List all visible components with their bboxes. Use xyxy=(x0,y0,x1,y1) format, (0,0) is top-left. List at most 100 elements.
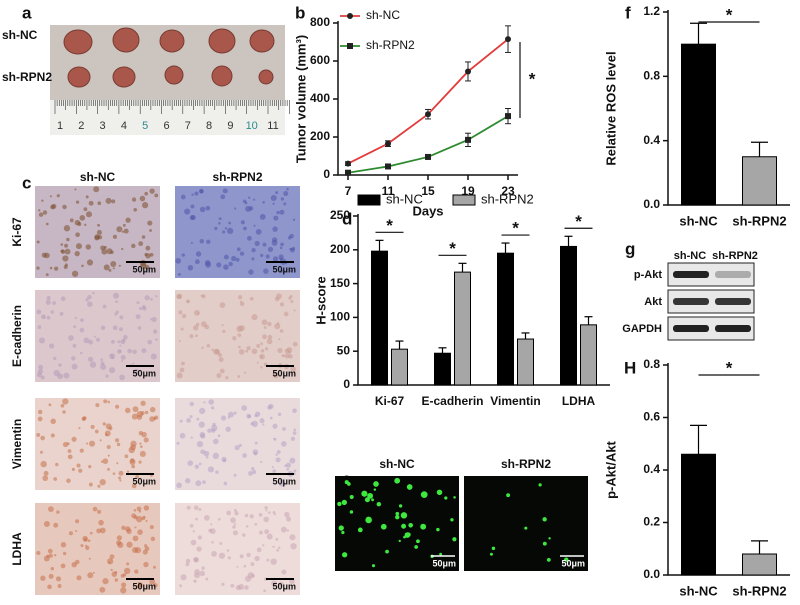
texture xyxy=(134,526,137,529)
tumor xyxy=(63,29,93,55)
texture xyxy=(278,338,281,341)
texture xyxy=(244,513,249,518)
texture xyxy=(280,526,287,533)
texture xyxy=(200,321,207,328)
texture xyxy=(282,427,286,431)
texture xyxy=(53,477,58,481)
texture xyxy=(236,565,239,568)
texture xyxy=(82,416,87,420)
texture xyxy=(262,544,265,547)
texture xyxy=(135,314,141,320)
texture xyxy=(267,511,271,514)
texture xyxy=(248,206,254,211)
texture xyxy=(184,208,191,215)
texture xyxy=(136,515,143,523)
texture xyxy=(199,206,206,213)
texture xyxy=(121,525,126,530)
texture xyxy=(36,550,41,556)
texture xyxy=(96,528,102,534)
texture xyxy=(292,218,296,221)
texture xyxy=(228,261,233,267)
texture xyxy=(265,509,268,512)
texture xyxy=(211,348,214,352)
texture xyxy=(115,300,119,304)
fluorescent-spot xyxy=(408,522,413,528)
tumor xyxy=(112,27,140,53)
texture xyxy=(215,470,219,474)
texture xyxy=(46,554,50,558)
texture xyxy=(60,542,67,548)
texture xyxy=(293,309,296,312)
y-tick-label: 200 xyxy=(310,129,330,143)
marker xyxy=(425,111,431,118)
texture xyxy=(233,508,237,512)
texture xyxy=(138,460,142,464)
fluorescent-spot xyxy=(439,552,443,556)
scale-bar-label: 50μm xyxy=(272,368,296,378)
texture xyxy=(259,418,265,424)
texture xyxy=(292,431,297,435)
texture xyxy=(142,306,147,311)
texture xyxy=(77,221,82,227)
texture xyxy=(79,448,84,453)
texture xyxy=(154,415,159,420)
texture xyxy=(195,517,198,521)
texture xyxy=(133,368,139,375)
texture xyxy=(195,334,198,338)
texture xyxy=(71,436,77,442)
texture xyxy=(286,347,293,353)
texture xyxy=(123,228,129,234)
texture xyxy=(290,299,294,303)
texture xyxy=(254,522,258,526)
x-tick-label: 7 xyxy=(345,184,352,198)
texture xyxy=(266,533,273,540)
texture xyxy=(286,529,290,532)
texture xyxy=(149,525,154,530)
texture xyxy=(39,450,44,454)
blot-band xyxy=(673,298,709,305)
texture xyxy=(217,518,221,521)
texture xyxy=(40,435,45,441)
texture xyxy=(206,239,211,245)
texture xyxy=(189,524,194,528)
texture xyxy=(94,235,100,241)
texture xyxy=(247,414,252,418)
texture xyxy=(75,232,80,238)
fluorescence-image xyxy=(464,476,588,571)
texture xyxy=(88,557,91,560)
texture xyxy=(103,245,107,250)
texture xyxy=(185,478,191,484)
fluorescent-spot xyxy=(371,498,374,502)
texture xyxy=(267,321,272,327)
texture xyxy=(98,519,104,526)
texture xyxy=(143,437,149,443)
texture xyxy=(59,311,64,316)
texture xyxy=(123,334,128,340)
texture xyxy=(154,193,159,198)
texture xyxy=(241,405,248,411)
texture xyxy=(133,508,137,512)
texture xyxy=(60,563,66,569)
fluorescent-spot xyxy=(420,523,427,530)
texture xyxy=(222,188,228,194)
texture xyxy=(284,511,290,518)
texture xyxy=(207,466,215,473)
texture xyxy=(131,413,138,420)
fluorescent-spot xyxy=(376,501,382,507)
texture xyxy=(193,579,197,583)
texture xyxy=(226,510,232,516)
tumor xyxy=(112,66,136,88)
texture xyxy=(218,221,221,225)
y-tick-label: 0.0 xyxy=(643,567,660,581)
texture xyxy=(140,400,146,406)
texture xyxy=(291,246,296,251)
texture xyxy=(208,399,214,405)
bar xyxy=(681,453,716,576)
texture xyxy=(93,335,96,338)
texture xyxy=(284,464,287,468)
texture xyxy=(111,199,116,204)
fluorescent-spot xyxy=(344,480,349,485)
texture xyxy=(85,244,91,250)
tumor xyxy=(164,65,184,85)
texture xyxy=(53,522,59,528)
